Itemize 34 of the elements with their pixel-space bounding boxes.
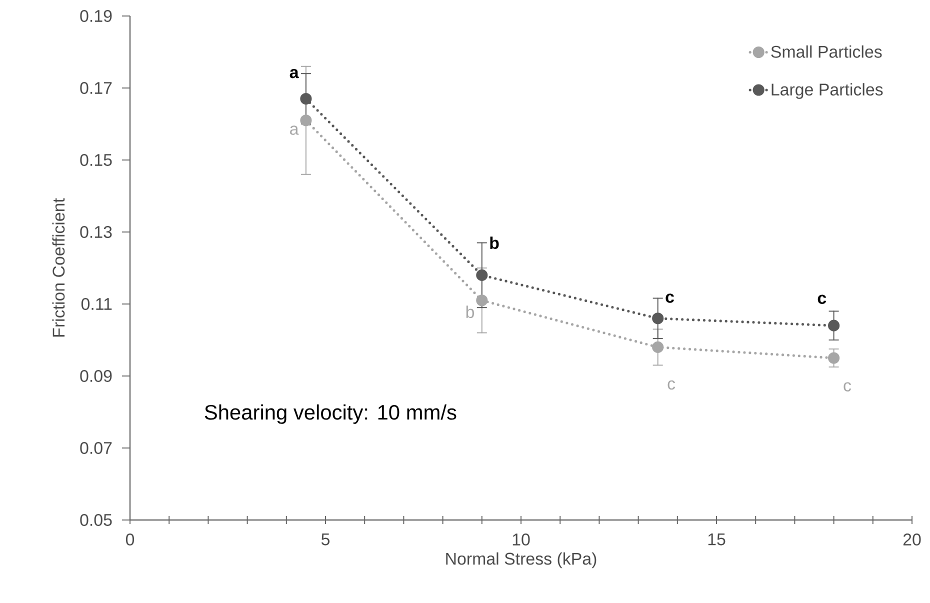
data-label: c: [668, 380, 676, 390]
y-tick-label: 0.07: [80, 442, 112, 454]
x-tick-label: 10: [512, 534, 530, 546]
data-label: c: [844, 382, 852, 392]
point: [300, 114, 312, 126]
data-label: c: [818, 294, 826, 304]
data-label: c: [666, 294, 674, 303]
x-tick-label: 0: [126, 534, 134, 546]
point: [476, 294, 488, 306]
point: [828, 352, 840, 364]
y-tick-label: 0.17: [80, 82, 112, 94]
y-tick-label: 0.15: [80, 154, 112, 166]
data-label: b: [490, 236, 499, 250]
x-tick-label: 5: [321, 534, 330, 546]
point: [300, 92, 312, 105]
point: [652, 312, 664, 324]
y-tick-label: 0.19: [80, 10, 112, 22]
point: [476, 269, 488, 281]
y-tick-label: 0.09: [80, 370, 112, 382]
y-tick-label: 0.11: [81, 298, 112, 310]
y-axis-title: Friction Coefficient: [52, 198, 65, 337]
annotation: Shearing velocity: 10 mm/s: [204, 404, 456, 424]
data-label: b: [466, 306, 474, 318]
x-axis-title: Normal Stress (kPa): [446, 552, 596, 568]
y-tick-label: 0.13: [80, 226, 112, 238]
legend-label: Large Particles: [772, 83, 883, 99]
x-tick-label: 15: [708, 534, 726, 546]
point: [652, 341, 664, 353]
legend-label: Small Particles: [771, 45, 882, 58]
x-tick-label: 20: [903, 534, 921, 546]
y-tick-label: 0.05: [80, 514, 112, 526]
data-label: a: [290, 126, 299, 135]
data-label: a: [290, 68, 299, 78]
point: [828, 320, 840, 332]
